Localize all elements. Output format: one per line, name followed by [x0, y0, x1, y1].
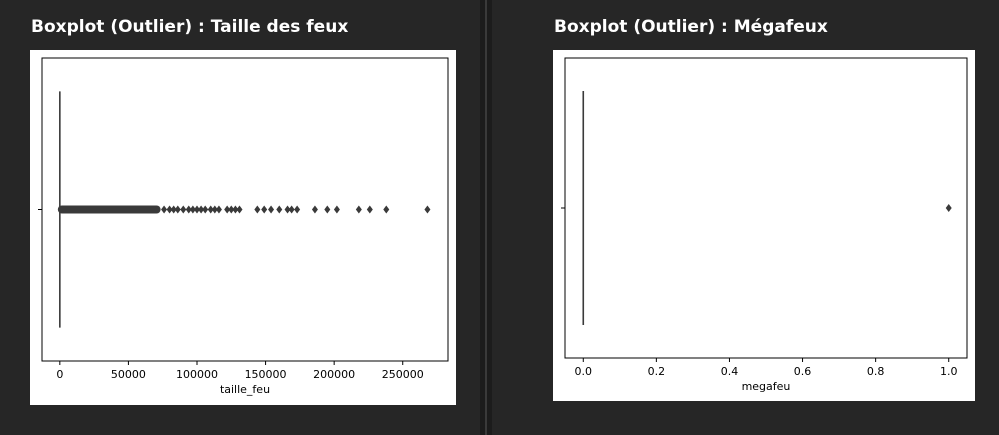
outlier-point — [268, 205, 275, 214]
outlier-point — [224, 205, 231, 214]
outlier-point — [174, 205, 181, 214]
x-tick-label: 200000 — [313, 368, 355, 381]
panel-divider — [480, 0, 492, 435]
x-tick-label: 0.0 — [575, 365, 593, 378]
outlier-point — [211, 205, 218, 214]
x-axis-label: megafeu — [742, 380, 791, 393]
x-tick-label: 250000 — [382, 368, 424, 381]
boxplot-taille-feu: 0 50000 100000 150000 200000 250000 taille_feu — [38, 57, 449, 396]
outlier-point — [294, 205, 301, 214]
outlier-point — [215, 205, 222, 214]
outlier-point — [170, 205, 177, 214]
outlier-point — [228, 205, 235, 214]
x-tick-label: 0 — [56, 368, 63, 381]
x-tick-label: 0.4 — [721, 365, 739, 378]
outlier-point — [276, 205, 283, 214]
outlier-point — [945, 204, 952, 212]
boxplot-megafeu: 0.0 0.2 0.4 0.6 0.8 1.0 megafeu — [561, 57, 968, 393]
chart-card-taille-feu: 0 50000 100000 150000 200000 250000 taille_feu — [30, 50, 456, 405]
outlier-point — [383, 205, 390, 214]
outlier-point — [207, 205, 214, 214]
outlier-point — [202, 205, 209, 214]
outlier-point — [236, 205, 243, 214]
outlier-point — [232, 205, 239, 214]
chart-card-megafeu: 0.0 0.2 0.4 0.6 0.8 1.0 megafeu — [553, 50, 975, 401]
outlier-point — [161, 205, 168, 214]
outlier-point — [189, 205, 196, 214]
outlier-point — [193, 205, 200, 214]
outlier-point — [198, 205, 205, 214]
x-tick-label: 0.8 — [867, 365, 885, 378]
x-tick-label: 1.0 — [940, 365, 958, 378]
outlier-point — [166, 205, 173, 214]
outlier-dense-band — [57, 205, 161, 214]
x-tick-label: 100000 — [176, 368, 218, 381]
x-tick-label: 50000 — [111, 368, 146, 381]
outlier-point — [288, 205, 295, 214]
outlier-point — [261, 205, 268, 214]
x-tick-label: 0.2 — [648, 365, 666, 378]
x-axis-label: taille_feu — [220, 383, 270, 396]
outlier-point — [355, 205, 362, 214]
outlier-point — [424, 205, 431, 214]
chart-panel-megafeu: Boxplot (Outlier) : Mégafeux 0.0 0.2 0.4 0.… — [492, 0, 999, 435]
outlier-point — [366, 205, 373, 214]
outlier-point — [185, 205, 192, 214]
x-tick-label: 150000 — [245, 368, 287, 381]
chart-title-taille-feu: Boxplot (Outlier) : Taille des feux — [31, 17, 349, 37]
outlier-point — [284, 205, 291, 214]
outlier-point — [180, 205, 187, 214]
outlier-point — [333, 205, 340, 214]
plot-frame — [564, 57, 968, 359]
outlier-point — [324, 205, 331, 214]
x-tick-label: 0.6 — [794, 365, 812, 378]
chart-title-megafeu: Boxplot (Outlier) : Mégafeux — [554, 17, 828, 37]
chart-panel-taille-feu: Boxplot (Outlier) : Taille des feux 0 500… — [0, 0, 480, 435]
outlier-point — [254, 205, 261, 214]
outlier-point — [311, 205, 318, 214]
